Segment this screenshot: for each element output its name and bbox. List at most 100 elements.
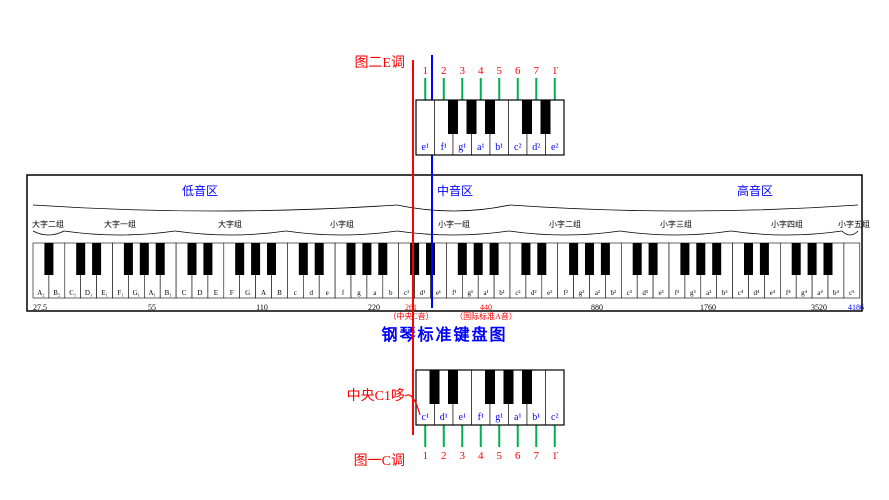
note-label: A₁ — [149, 289, 157, 297]
inset-note: e¹ — [422, 142, 429, 153]
region-label: 高音区 — [737, 183, 773, 198]
inset-note: f¹ — [478, 412, 484, 423]
note-label: a¹ — [484, 289, 489, 297]
frequency-label: 261 — [405, 303, 417, 312]
black-key — [537, 243, 546, 275]
inset-note: b¹ — [532, 412, 540, 423]
note-label: b³ — [722, 289, 728, 297]
note-label: c⁴ — [738, 289, 744, 297]
frequency-label: 110 — [256, 303, 268, 312]
inset-note: g¹ — [495, 412, 503, 423]
note-label: a³ — [706, 289, 711, 297]
note-label: B₂ — [53, 289, 61, 297]
black-key — [760, 243, 769, 275]
black-key — [44, 243, 53, 275]
group-brace — [33, 231, 64, 235]
black-key — [474, 243, 483, 275]
scale-number: 6 — [515, 450, 521, 462]
note-label: c⁵ — [849, 289, 855, 297]
black-key — [824, 243, 833, 275]
frequency-label: 220 — [368, 303, 380, 312]
black-key — [124, 243, 133, 275]
middle-c-label: 中央C1哆 — [347, 388, 405, 404]
black-key — [430, 370, 440, 404]
scale-number: 7 — [534, 65, 540, 77]
frequency-label: 1760 — [700, 303, 716, 312]
black-key — [448, 370, 458, 404]
note-label: d¹ — [420, 289, 426, 297]
black-key — [569, 243, 578, 275]
group-label: 小字三组 — [660, 219, 692, 229]
frequency-label: 880 — [591, 303, 603, 312]
top-inset-label: 图二E调 — [354, 55, 405, 71]
group-brace — [509, 231, 620, 235]
note-label: c³ — [627, 289, 632, 297]
note-label: f² — [563, 289, 567, 297]
note-label: d² — [531, 289, 537, 297]
black-key — [156, 243, 165, 275]
black-key — [585, 243, 594, 275]
group-label: 小字二组 — [549, 219, 581, 229]
frequency-label: 4186 — [848, 303, 864, 312]
scale-number: 5 — [497, 65, 503, 77]
group-label: 大字二组 — [32, 219, 64, 229]
note-label: B — [277, 289, 282, 297]
group-brace — [64, 231, 175, 235]
region-label: 中音区 — [437, 183, 473, 198]
black-key — [315, 243, 324, 275]
black-key — [410, 243, 419, 275]
group-brace — [286, 231, 397, 235]
note-label: d³ — [642, 289, 648, 297]
scale-number: 4 — [478, 450, 484, 462]
note-label: e³ — [658, 289, 663, 297]
black-key — [490, 243, 499, 275]
black-key — [251, 243, 260, 275]
group-brace — [620, 231, 731, 235]
black-key — [522, 370, 532, 404]
black-key — [649, 243, 658, 275]
inset-note: c² — [514, 142, 521, 153]
note-label: c² — [515, 289, 520, 297]
black-key — [467, 100, 477, 134]
note-label: e¹ — [436, 289, 441, 297]
note-label: b¹ — [499, 289, 505, 297]
note-label: f³ — [675, 289, 679, 297]
black-key — [696, 243, 705, 275]
group-brace — [731, 231, 842, 235]
note-label: d — [310, 289, 314, 297]
note-label: d⁴ — [753, 289, 760, 297]
black-key — [712, 243, 721, 275]
black-key — [633, 243, 642, 275]
scale-number: 1̇ — [552, 65, 559, 77]
black-key — [521, 243, 530, 275]
note-label: b² — [611, 289, 617, 297]
scale-number: 3 — [460, 65, 466, 77]
note-label: f¹ — [452, 289, 456, 297]
note-label: e⁴ — [770, 289, 776, 297]
black-key — [448, 100, 458, 134]
group-brace — [175, 231, 286, 235]
frequency-label: 27.5 — [33, 303, 47, 312]
scale-number: 7 — [534, 450, 540, 462]
frequency-sub: （中央C音） — [388, 311, 433, 321]
inset-note: a¹ — [477, 142, 484, 153]
note-label: E₁ — [101, 289, 108, 297]
scale-number: 4 — [478, 65, 484, 77]
black-key — [601, 243, 610, 275]
group-label: 小字五组 — [838, 219, 870, 229]
scale-number: 2 — [441, 65, 447, 77]
note-label: b — [389, 289, 393, 297]
black-key — [426, 243, 435, 275]
black-key — [267, 243, 276, 275]
black-key — [504, 370, 514, 404]
note-label: g⁴ — [801, 289, 808, 297]
group-brace — [842, 231, 858, 235]
black-key — [347, 243, 356, 275]
scale-number: 1 — [423, 65, 429, 77]
black-key — [140, 243, 149, 275]
note-label: g¹ — [467, 289, 473, 297]
black-key — [458, 243, 467, 275]
black-key — [378, 243, 387, 275]
note-label: c — [294, 289, 297, 297]
note-label: c¹ — [404, 289, 409, 297]
